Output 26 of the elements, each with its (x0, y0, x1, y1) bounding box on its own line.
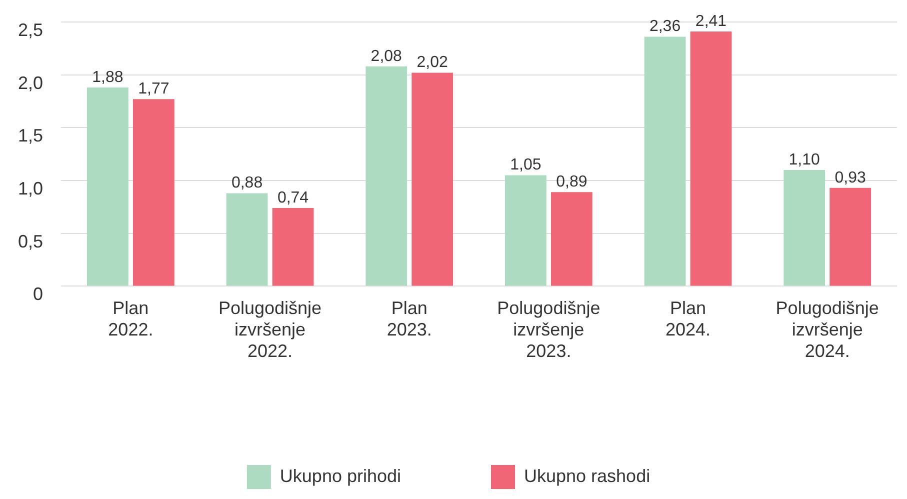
data-label: 2,41 (695, 12, 727, 30)
x-tick-label: Polugodišnje izvršenje 2024. (776, 298, 879, 362)
y-tick-label: 1,5 (18, 126, 44, 146)
y-tick-label: 0,5 (18, 231, 44, 252)
legend-label: Ukupno rashodi (524, 466, 650, 486)
y-tick-label: 0 (33, 284, 44, 304)
data-label: 1,77 (138, 80, 170, 98)
x-tick-label: Polugodišnje izvršenje 2022. (218, 298, 322, 362)
y-tick-label: 2,5 (18, 20, 44, 40)
data-label: 2,08 (370, 48, 402, 65)
data-label: 0,93 (834, 169, 866, 186)
x-tick-label: Plan 2022. (108, 298, 154, 340)
data-label: 1,05 (510, 156, 542, 174)
data-label: 2,36 (649, 18, 681, 36)
x-tick-label: Plan 2023. (386, 298, 432, 340)
y-tick-label: 2,0 (18, 72, 44, 93)
data-label: 0,74 (277, 189, 309, 206)
data-label: 1,88 (92, 68, 124, 86)
legend-label: Ukupno prihodi (280, 466, 401, 486)
y-tick-label: 1,0 (18, 178, 44, 198)
data-label: 0,88 (231, 174, 263, 192)
data-label: 1,10 (788, 151, 820, 168)
x-tick-label: Plan 2024. (665, 298, 711, 340)
x-tick-label: Polugodišnje izvršenje 2023. (497, 298, 600, 362)
data-label: 2,02 (416, 54, 448, 72)
data-label: 0,89 (556, 174, 588, 191)
